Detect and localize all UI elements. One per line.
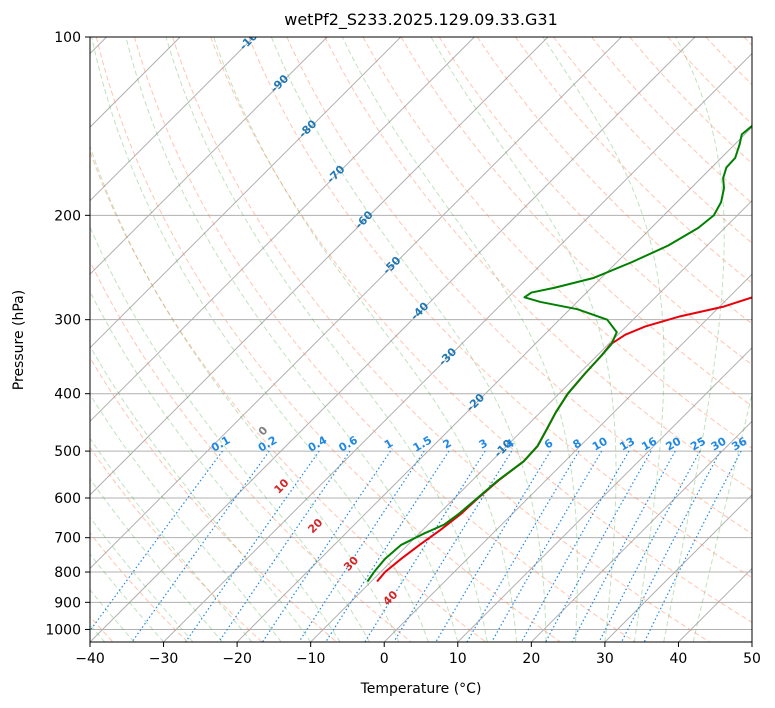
- x-tick-label: 30: [596, 651, 614, 667]
- dry-adiabat: [210, 37, 752, 623]
- moist-adiabat: [90, 345, 312, 642]
- x-tick-label: 40: [670, 651, 688, 667]
- dry-adiabat: [515, 37, 752, 284]
- dry-adiabat: [553, 37, 752, 244]
- dry-adiabat: [248, 37, 752, 579]
- mixing-ratio-line: [598, 450, 701, 642]
- moist-adiabats: [90, 37, 752, 642]
- dry-adiabat: [90, 150, 487, 642]
- dewpoint-line: [366, 124, 752, 583]
- isotherm-gridline: [90, 37, 475, 423]
- dry-adiabat: [133, 37, 636, 642]
- moist-adiabat: [213, 37, 518, 642]
- dry-adiabat: [172, 37, 710, 642]
- moist-adiabat: [542, 37, 665, 642]
- mixing-ratio-line: [90, 450, 224, 632]
- isotherm-gridline: [457, 347, 752, 642]
- moist-adiabat: [165, 37, 488, 642]
- isotherm-gridline: [90, 37, 402, 349]
- moist-adiabat: [90, 225, 370, 642]
- moist-adiabat: [90, 553, 164, 642]
- y-tick-label: 700: [54, 531, 81, 547]
- moist-adiabat: [90, 290, 341, 642]
- dry-adiabat: [90, 532, 188, 642]
- y-tick-label: 800: [54, 565, 81, 581]
- y-tick-label: 100: [54, 30, 81, 46]
- mixing-ratio-line: [571, 450, 676, 642]
- dry-adiabat: [90, 260, 412, 642]
- dry-adiabat: [400, 37, 752, 407]
- mixing-ratio-line: [298, 450, 425, 642]
- y-tick-label: 200: [54, 208, 81, 224]
- dry-adiabat: [438, 37, 752, 366]
- mixing-ratio-line: [262, 450, 392, 642]
- isotherm-gridline: [90, 37, 255, 202]
- moist-adiabat: [90, 589, 135, 642]
- moist-adiabat: [692, 392, 752, 642]
- x-tick-label: −30: [149, 651, 179, 667]
- isotherm-gridline: [90, 37, 696, 642]
- plot-area: [90, 37, 752, 642]
- x-axis: −40 −30 −20 −10 0 10 20 30 40 50: [75, 642, 761, 667]
- sounding-series: [366, 124, 752, 583]
- mixing-ratio-line: [643, 450, 742, 642]
- moist-adiabat: [663, 37, 725, 642]
- moist-adiabat: [91, 37, 429, 642]
- y-axis-title: Pressure (hPa): [11, 290, 27, 390]
- grid: [90, 37, 752, 642]
- mixing-ratio-line: [131, 450, 270, 642]
- mixing-ratio-lines: [90, 450, 742, 642]
- moist-adiabat: [90, 516, 194, 642]
- dry-adiabat: [95, 37, 561, 642]
- isotherm-gridline: [163, 52, 752, 642]
- isotherm-gridline: [604, 494, 752, 642]
- y-tick-label: 500: [54, 444, 81, 460]
- isotherm-gridline: [383, 273, 752, 642]
- y-tick-label: 600: [54, 491, 81, 507]
- dry-adiabat: [286, 37, 752, 535]
- moist-adiabat: [270, 37, 547, 642]
- isotherm-gridline: [90, 37, 622, 570]
- y-tick-label: 300: [54, 313, 81, 329]
- moist-adiabat: [90, 478, 223, 642]
- mixing-ratio-line: [545, 450, 652, 642]
- mixing-ratio-line: [520, 450, 630, 642]
- chart-title: wetPf2_S233.2025.129.09.33.G31: [284, 10, 558, 30]
- x-tick-label: 10: [449, 651, 467, 667]
- x-tick-label: −10: [296, 651, 326, 667]
- moist-adiabat: [430, 37, 617, 642]
- x-tick-label: 50: [743, 651, 761, 667]
- x-tick-label: 0: [380, 651, 389, 667]
- moist-adiabat: [341, 37, 578, 642]
- isotherm-gridline: [530, 420, 752, 642]
- x-tick-label: −20: [222, 651, 252, 667]
- isotherm-gridline: [90, 37, 328, 275]
- mixing-ratio-line: [491, 450, 603, 642]
- plot-frame: [89, 36, 753, 643]
- mixing-ratio-line: [185, 450, 320, 642]
- isotherm-gridline: [90, 37, 549, 496]
- x-tick-label: 20: [522, 651, 540, 667]
- moist-adiabat: [125, 37, 459, 642]
- y-axis: 100 200 300 400 500 600 700 800 900 1000: [45, 30, 90, 638]
- y-tick-label: 1000: [45, 622, 81, 638]
- y-tick-label: 400: [54, 387, 81, 403]
- dry-adiabat: [324, 37, 752, 492]
- y-tick-label: 900: [54, 595, 81, 611]
- moist-adiabat: [90, 437, 253, 642]
- dry-adiabat: [629, 37, 752, 165]
- mixing-ratio-line: [621, 450, 721, 642]
- mixing-ratio-line: [393, 450, 513, 642]
- x-axis-title: Temperature (°C): [360, 681, 482, 697]
- x-tick-label: −40: [75, 651, 105, 667]
- dry-adiabat: [90, 356, 338, 642]
- mixing-ratio-line: [218, 450, 351, 642]
- moist-adiabat: [90, 393, 282, 642]
